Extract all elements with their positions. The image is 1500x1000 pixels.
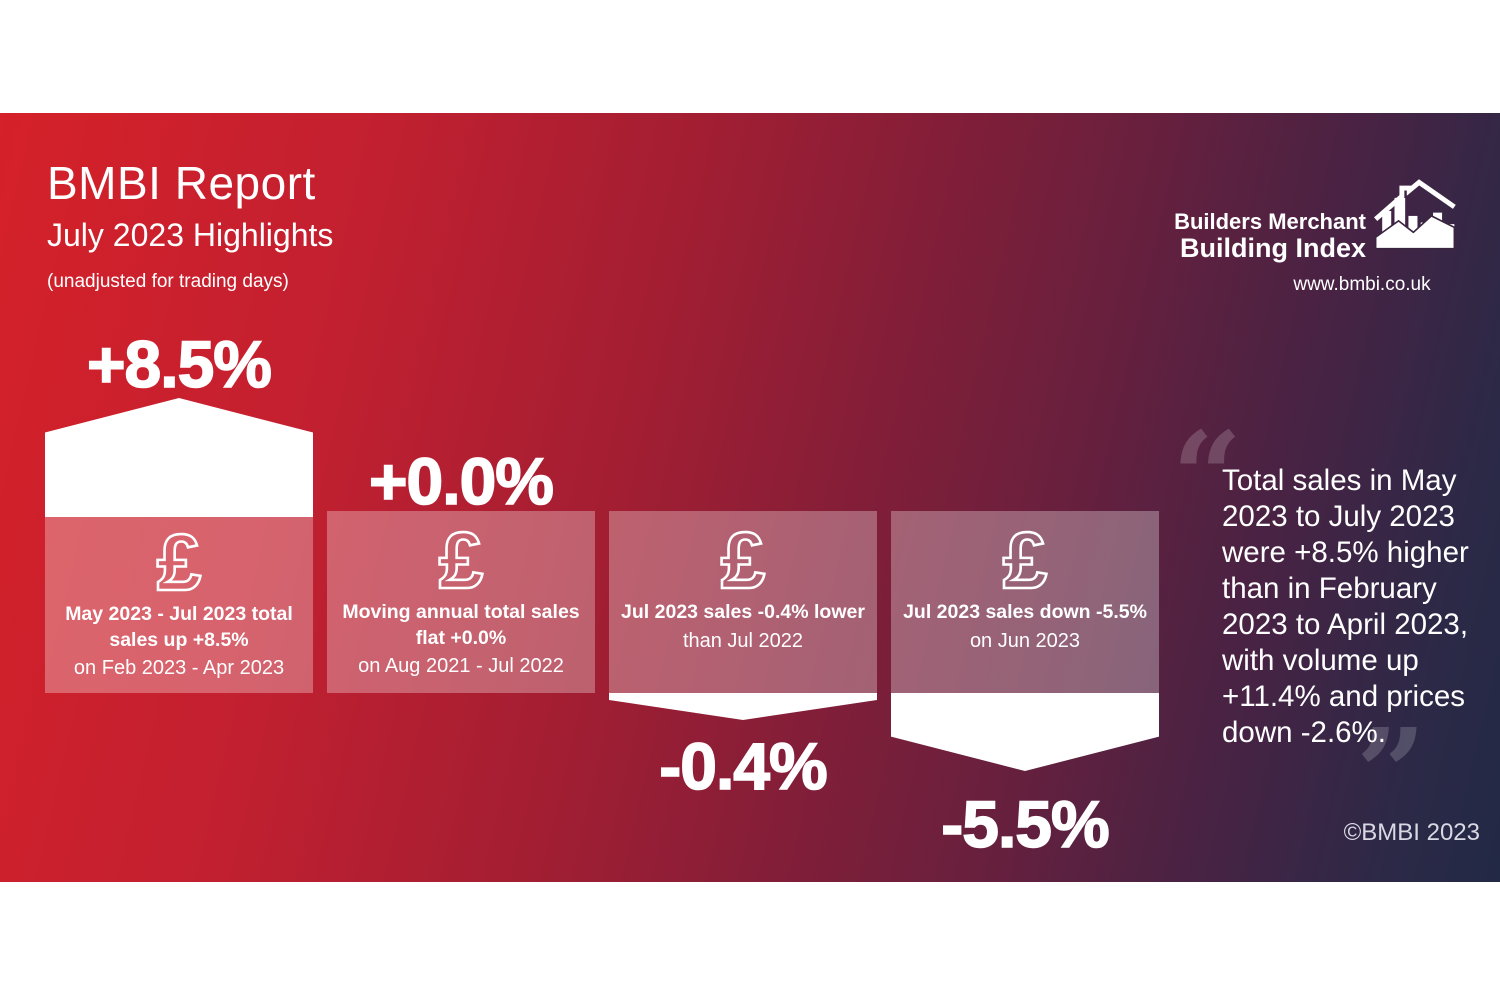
- pound-icon: £: [719, 524, 766, 596]
- stat-column-down-small: £ Jul 2023 sales -0.4% lower than Jul 20…: [609, 113, 877, 882]
- quote-line: down -2.6%.: [1222, 716, 1386, 749]
- open-quote-icon: “: [1172, 404, 1243, 548]
- quote-line: with volume up: [1222, 644, 1419, 677]
- logo-line1: Builders Merchant: [1174, 209, 1366, 234]
- stat-bold-text: May 2023 - Jul 2023 total sales up +8.5%: [65, 603, 293, 651]
- stat-detail-text: on Feb 2023 - Apr 2023: [73, 657, 285, 680]
- quote-line: 2023 to July 2023: [1222, 500, 1455, 533]
- stat-card: £ Jul 2023 sales down -5.5% on Jun 2023: [891, 511, 1159, 693]
- svg-text:£: £: [439, 524, 484, 596]
- page-title: BMBI Report: [47, 157, 316, 209]
- copyright-text: ©BMBI 2023: [1343, 819, 1480, 846]
- logo-line2: Building Index: [1180, 233, 1366, 264]
- gradient-background: BMBI Report July 2023 Highlights (unadju…: [0, 113, 1500, 882]
- quote-line: Total sales in May: [1222, 464, 1457, 497]
- stat-card: £ Jul 2023 sales -0.4% lower than Jul 20…: [609, 511, 877, 693]
- stat-column-down-large: £ Jul 2023 sales down -5.5% on Jun 2023 …: [891, 113, 1159, 882]
- stat-bold-text: Jul 2023 sales -0.4% lower: [621, 601, 865, 623]
- stat-value: -5.5%: [940, 786, 1110, 862]
- stat-value: -0.4%: [658, 728, 828, 804]
- stat-column-up: +8.5% £ May 2023 - Jul 2023 total sales …: [45, 113, 313, 882]
- pound-icon: £: [155, 526, 202, 598]
- pound-icon: £: [437, 524, 484, 596]
- quote-line: +11.4% and prices: [1222, 680, 1465, 713]
- close-quote-icon: ”: [1356, 701, 1427, 845]
- brand-logo: Builders Merchant Building Index: [1174, 170, 1456, 264]
- stat-card: £ Moving annual total sales flat +0.0% o…: [327, 511, 595, 693]
- stat-detail-text: on Aug 2021 - Jul 2022: [358, 655, 564, 678]
- arrow-up-icon: [45, 398, 313, 517]
- svg-text:£: £: [157, 526, 202, 598]
- quote-line: 2023 to April 2023,: [1222, 608, 1469, 641]
- stat-bold-text: Jul 2023 sales down -5.5%: [903, 601, 1147, 623]
- page-subtitle: July 2023 Highlights: [47, 216, 334, 253]
- stat-column-flat: +0.0% £ Moving annual total sales flat +…: [327, 113, 595, 882]
- report-header: BMBI Report July 2023 Highlights (unadju…: [47, 157, 334, 293]
- stat-value: +8.5%: [86, 326, 273, 402]
- quote-text: Total sales in May 2023 to July 2023 wer…: [1222, 463, 1482, 751]
- stat-bold-text: Moving annual total sales flat +0.0%: [342, 601, 580, 649]
- logo-text: Builders Merchant Building Index: [1174, 170, 1366, 264]
- stat-value: +0.0%: [368, 443, 555, 519]
- arrow-down-icon: [891, 693, 1159, 771]
- pound-icon: £: [1001, 524, 1048, 596]
- building-index-icon: [1374, 179, 1456, 250]
- trading-days-note: (unadjusted for trading days): [47, 270, 289, 292]
- svg-text:£: £: [721, 524, 766, 596]
- svg-text:£: £: [1003, 524, 1048, 596]
- stat-detail-text: than Jul 2022: [682, 629, 804, 652]
- stat-detail-text: on Jun 2023: [969, 629, 1081, 652]
- bmbi-url-link[interactable]: www.bmbi.co.uk: [1293, 274, 1431, 295]
- arrow-down-icon: [609, 693, 877, 720]
- quote-line: were +8.5% higher: [1222, 536, 1469, 569]
- quote-line: than in February: [1222, 572, 1437, 605]
- stat-card: £ May 2023 - Jul 2023 total sales up +8.…: [45, 516, 313, 693]
